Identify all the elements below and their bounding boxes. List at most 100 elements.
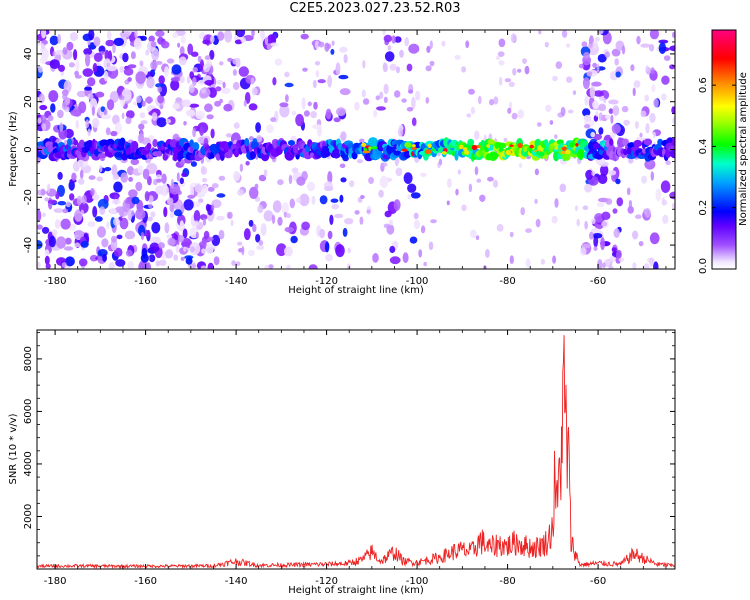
noise-blob xyxy=(179,220,184,231)
noise-blob xyxy=(540,258,546,265)
noise-blob xyxy=(608,170,617,176)
spectrogram-y-ticks: -40 -20 0 20 40 xyxy=(23,29,675,270)
noise-blob xyxy=(87,77,96,87)
noise-blob xyxy=(122,52,129,63)
noise-blob xyxy=(534,198,538,204)
noise-blob xyxy=(517,68,522,73)
noise-blob xyxy=(593,246,598,251)
noise-blob xyxy=(84,86,93,91)
noise-blob xyxy=(584,183,593,193)
noise-blob xyxy=(101,238,109,248)
noise-blob xyxy=(407,194,412,200)
noise-blob xyxy=(83,48,93,56)
y-tick-label: 0 xyxy=(23,146,34,152)
band-blob xyxy=(351,151,358,160)
noise-blob xyxy=(454,54,461,60)
noise-blob xyxy=(139,35,147,41)
noise-blob xyxy=(604,259,611,267)
spectrogram-x-ticks: -180 -160 -140 -120 -100 -80 -60 xyxy=(44,30,667,287)
noise-blob xyxy=(354,101,360,111)
noise-blob xyxy=(295,113,304,127)
band-hotspot xyxy=(505,149,511,156)
noise-blob xyxy=(270,117,277,123)
noise-blob xyxy=(578,63,585,69)
noise-blob xyxy=(148,195,154,203)
noise-blob xyxy=(203,230,210,240)
noise-blob xyxy=(145,49,150,56)
noise-blob xyxy=(254,183,259,190)
noise-blob xyxy=(211,183,219,189)
noise-blob xyxy=(241,245,245,256)
noise-blob xyxy=(182,228,188,239)
y-tick-label: -20 xyxy=(23,189,34,205)
noise-blob xyxy=(561,30,568,38)
noise-blob xyxy=(92,62,98,73)
noise-blob xyxy=(661,197,666,206)
noise-blob xyxy=(266,124,274,134)
noise-blob xyxy=(394,36,402,43)
snr-x-label: Height of straight line (km) xyxy=(288,585,424,596)
noise-blob xyxy=(356,159,364,164)
noise-blob xyxy=(177,42,181,48)
noise-blob xyxy=(111,164,118,177)
noise-blob xyxy=(584,220,588,230)
noise-blob xyxy=(301,97,306,110)
noise-blob xyxy=(331,40,335,46)
noise-blob xyxy=(334,213,344,219)
noise-blob xyxy=(264,36,268,46)
noise-blob xyxy=(284,226,295,233)
noise-blob xyxy=(141,100,146,107)
band-hotspot xyxy=(412,144,416,148)
band-hotspot xyxy=(361,142,367,147)
band-hotspot xyxy=(430,148,436,151)
noise-blob xyxy=(325,253,333,262)
noise-blob xyxy=(383,83,389,95)
noise-blob xyxy=(615,71,621,78)
noise-blob xyxy=(611,123,621,134)
noise-blob xyxy=(649,30,659,40)
noise-blob xyxy=(476,178,482,183)
noise-blob xyxy=(92,118,100,128)
noise-blob xyxy=(585,169,594,180)
noise-blob xyxy=(319,195,328,205)
noise-blob xyxy=(605,198,613,205)
noise-blob xyxy=(209,49,215,60)
noise-blob xyxy=(248,186,259,199)
noise-blob xyxy=(76,90,87,98)
noise-blob xyxy=(441,40,446,47)
noise-blob xyxy=(639,132,643,138)
noise-blob xyxy=(61,101,68,111)
noise-blob xyxy=(446,200,450,206)
noise-blob xyxy=(53,208,64,214)
colorbar-tick-label: 0.0 xyxy=(698,258,709,274)
noise-blob xyxy=(329,214,334,225)
noise-blob xyxy=(634,214,642,219)
noise-blob xyxy=(632,262,637,269)
band-blob xyxy=(78,139,85,148)
noise-blob xyxy=(158,75,165,85)
noise-blob xyxy=(150,60,158,70)
noise-blob xyxy=(195,110,205,120)
noise-blob xyxy=(317,41,325,48)
noise-blob xyxy=(649,44,655,52)
noise-blob xyxy=(489,99,495,106)
noise-blob xyxy=(199,59,205,73)
noise-blob xyxy=(597,201,605,208)
noise-blob xyxy=(512,68,517,76)
noise-blob xyxy=(279,104,290,118)
noise-blob xyxy=(194,220,199,227)
colorbar-frame xyxy=(711,29,737,270)
noise-blob xyxy=(250,77,255,85)
noise-blob xyxy=(79,169,84,179)
noise-blob xyxy=(621,105,629,113)
band-blob xyxy=(643,138,653,146)
noise-blob xyxy=(581,41,588,48)
noise-blob xyxy=(593,90,604,97)
noise-blob xyxy=(175,244,180,254)
noise-blob xyxy=(397,127,403,137)
noise-blob xyxy=(133,37,143,50)
colorbar-label: Normalized spectral amplitude xyxy=(738,72,749,226)
noise-blob xyxy=(124,230,136,240)
noise-blob xyxy=(408,43,420,54)
noise-blob xyxy=(413,219,421,230)
